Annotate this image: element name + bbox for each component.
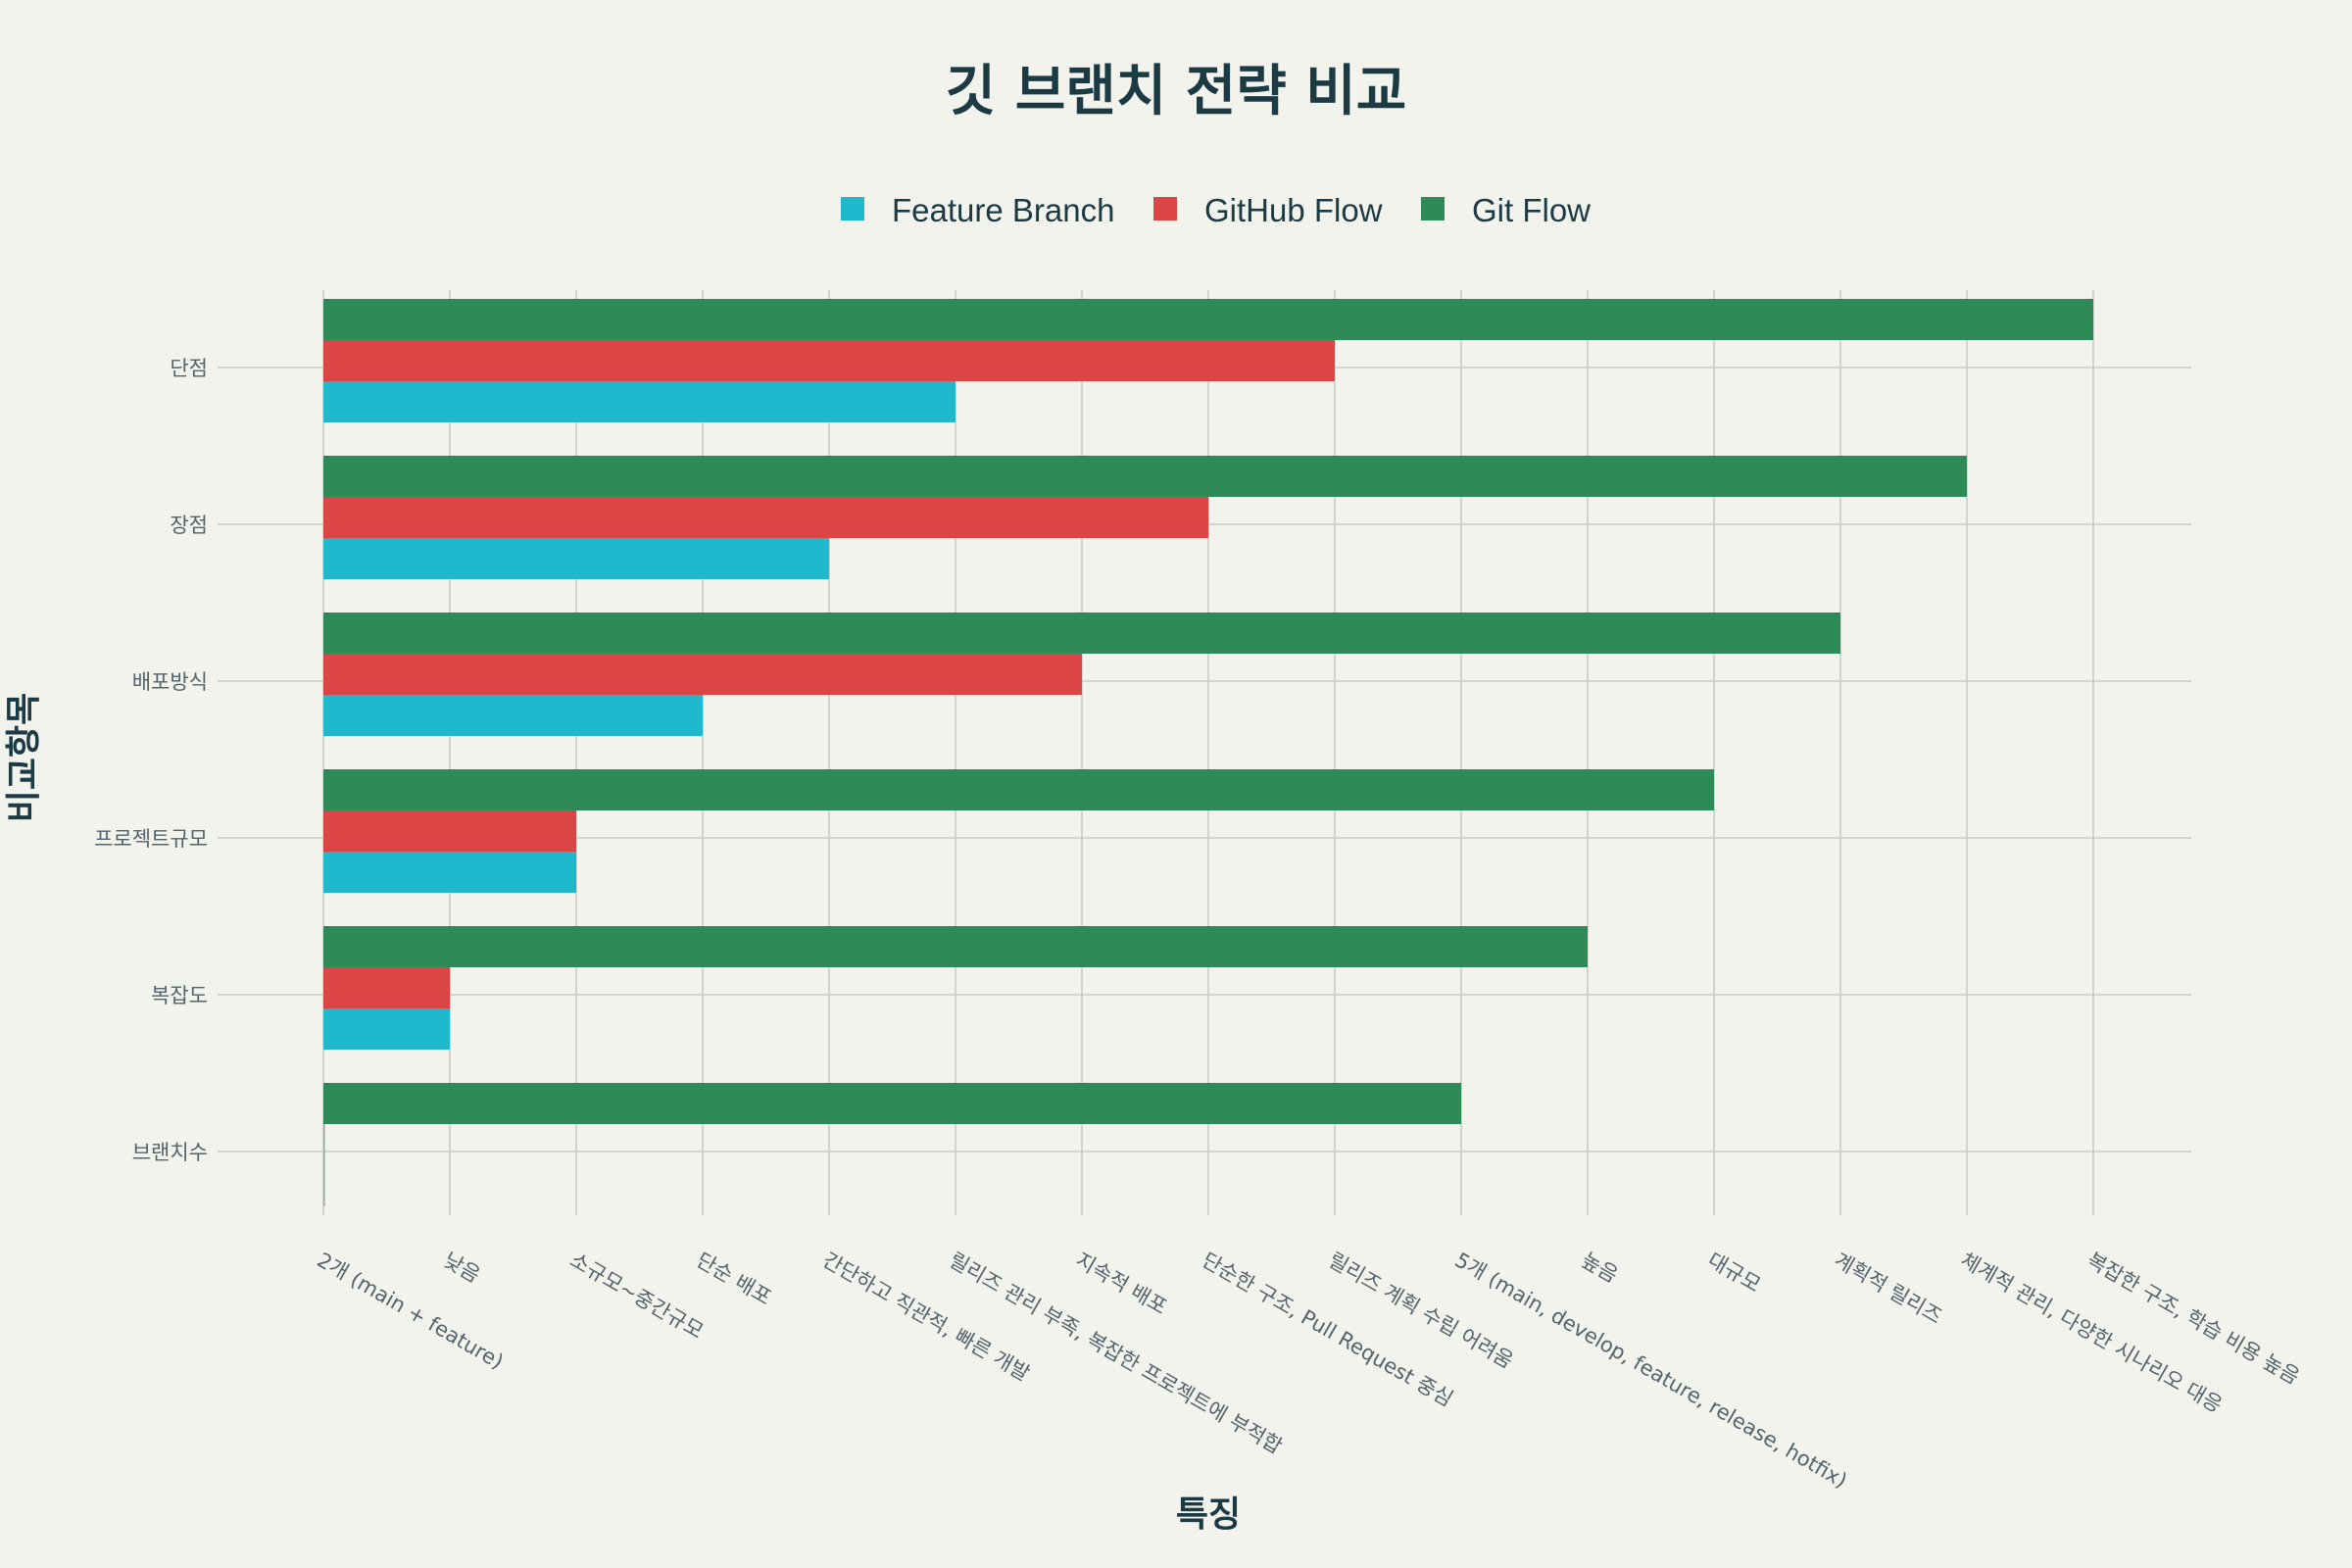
bar [323,340,1335,381]
chart-title: 깃 브랜치 전략 비교 [946,60,1407,123]
legend-swatch [841,197,864,220]
x-tick-label: 소규모~중간규모 [566,1249,708,1344]
bar [323,299,2093,340]
legend-label: Feature Branch [892,192,1114,228]
y-tick-label: 장점 [170,514,208,537]
bar [323,1165,325,1206]
bar [323,538,829,579]
y-tick-label: 프로젝트규모 [94,827,208,851]
bar [323,810,576,852]
bar [323,497,1208,538]
x-tick-label: 지속적 배포 [1072,1249,1171,1319]
legend-label: GitHub Flow [1204,192,1383,228]
x-tick-label: 대규모 [1704,1249,1765,1298]
legend-swatch [1153,197,1177,220]
bar [323,852,576,893]
bar [323,1124,325,1165]
y-tick-label: 배포방식 [132,670,208,694]
bar [323,926,1588,967]
bar [323,1083,1461,1124]
x-tick-label: 체계적 관리, 다양한 시나리오 대응 [1957,1249,2227,1418]
bar [323,695,703,736]
bar [323,654,1082,695]
y-tick-label: 브랜치수 [132,1141,208,1164]
bar [323,381,956,422]
y-tick-label: 단점 [170,357,208,380]
legend-swatch [1421,197,1445,220]
x-tick-label: 계획적 릴리즈 [1831,1249,1946,1329]
y-tick-label: 복잡도 [151,984,208,1007]
x-axis-title: 특징 [1176,1494,1241,1535]
grid-lines [218,290,2191,1215]
legend: Feature Branch GitHub Flow Git Flow [841,192,1591,228]
bar [323,967,450,1008]
bar [323,612,1840,654]
y-axis-title: 비교항목 [4,693,44,822]
bar [323,1008,450,1050]
x-tick-label: 5개 (main, develop, feature, release, hot… [1451,1249,1851,1494]
x-tick-label: 낮음 [440,1249,484,1288]
bars [323,299,2093,1206]
x-tick-label: 복잡한 구조, 학습 비용 높음 [2083,1249,2304,1390]
x-tick-label: 단순한 구조, Pull Request 중심 [1199,1249,1457,1411]
x-tick-label: 높음 [1578,1249,1622,1288]
x-tick-label: 간단하고 직관적, 빠른 개발 [819,1249,1034,1386]
legend-label: Git Flow [1472,192,1591,228]
x-tick-label: 단순 배포 [693,1249,776,1310]
bar [323,456,1967,497]
bar [323,769,1714,810]
